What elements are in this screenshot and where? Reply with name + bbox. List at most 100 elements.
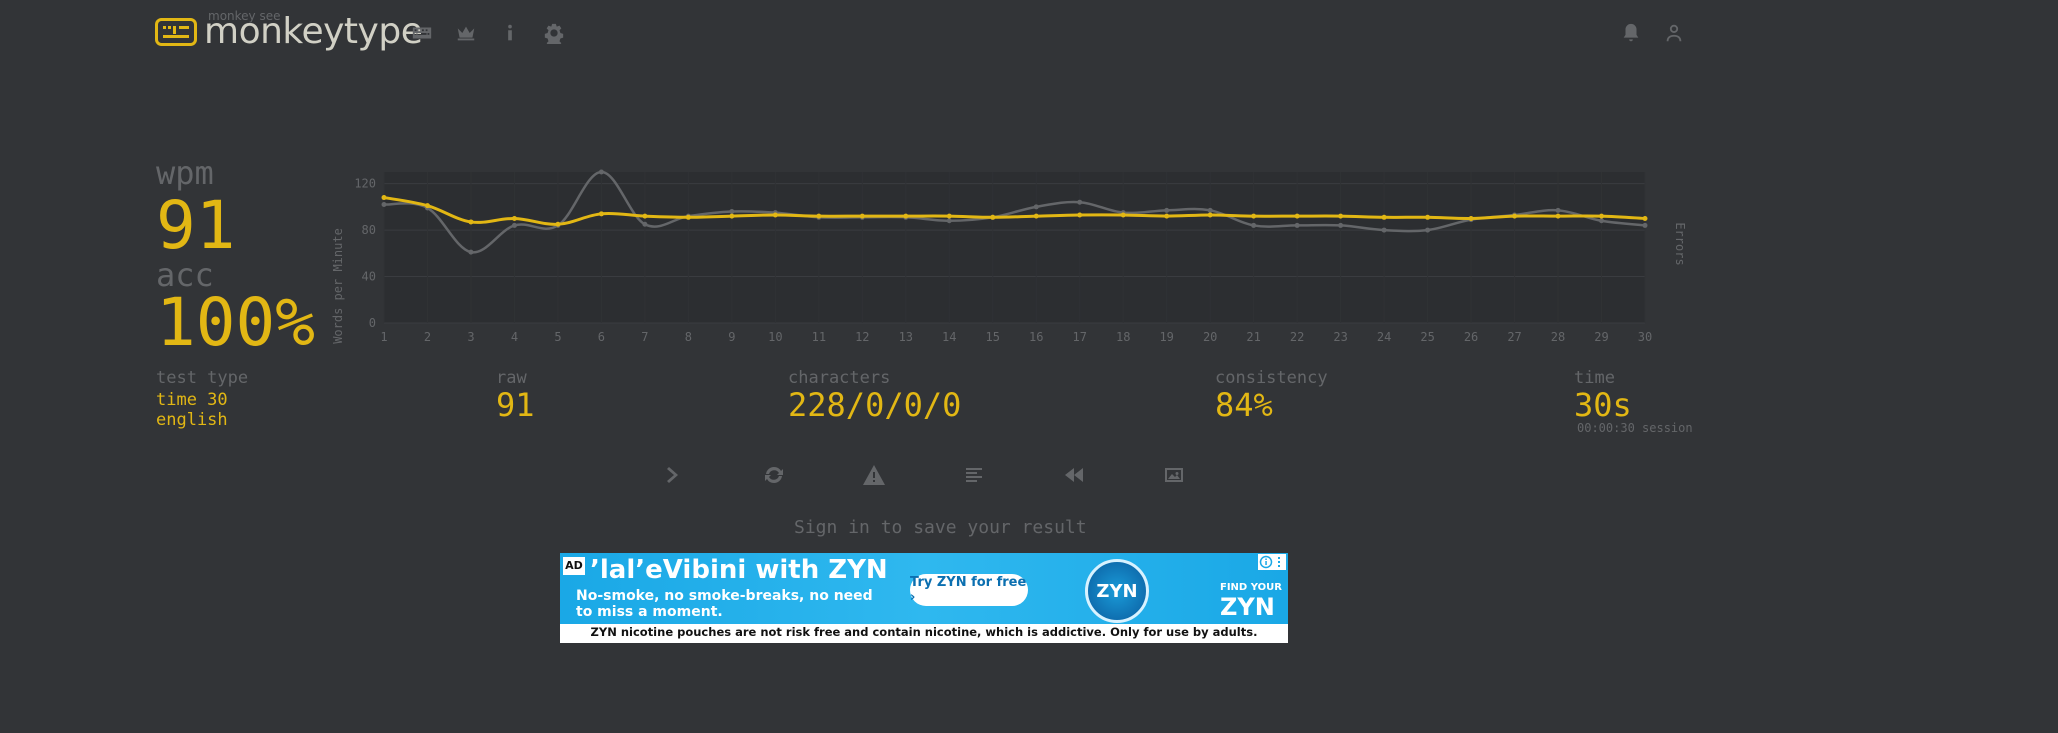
sign-in-prompt[interactable]: Sign in to save your result: [794, 517, 1087, 538]
chart-point-wpm: [903, 213, 909, 219]
chart-y-tick-label: 40: [362, 270, 376, 284]
chart-point-wpm: [1512, 213, 1518, 219]
chart-point-wpm: [468, 219, 474, 225]
chart-x-tick-label: 29: [1594, 330, 1608, 344]
backward-icon: [1065, 468, 1083, 482]
acc-value: 100%: [156, 284, 315, 361]
time-label: time: [1574, 368, 1615, 388]
chart-point-wpm: [946, 213, 952, 219]
chart-point-wpm: [1077, 212, 1083, 218]
chart-point-wpm: [424, 203, 430, 209]
chart-x-tick-label: 8: [685, 330, 692, 344]
raw-value: 91: [496, 386, 535, 424]
settings-gear-icon[interactable]: [543, 22, 565, 48]
chart-point-wpm: [1555, 213, 1561, 219]
chart-point-wpm: [1033, 213, 1039, 219]
chart-x-tick-label: 11: [812, 330, 826, 344]
chart-point-raw: [1207, 207, 1213, 213]
warning-icon: [863, 465, 885, 485]
chart-x-tick-label: 3: [467, 330, 474, 344]
chart-point-raw: [1599, 218, 1605, 224]
keyboard-icon[interactable]: [411, 22, 433, 44]
ad-badge: AD: [563, 557, 585, 575]
screenshot-button[interactable]: [1162, 463, 1186, 487]
chart-point-raw: [946, 218, 952, 224]
chart-x-tick-label: 28: [1551, 330, 1565, 344]
logo-text[interactable]: monkeytype: [204, 11, 423, 52]
align-left-icon: [966, 468, 982, 482]
consistency-value: 84%: [1215, 386, 1273, 424]
chart-x-tick-label: 7: [641, 330, 648, 344]
chart-x-tick-label: 14: [942, 330, 956, 344]
test-type-label: test type: [156, 368, 249, 388]
chart-point-wpm: [1120, 212, 1126, 218]
chart-point-raw: [1555, 207, 1561, 213]
characters-label: characters: [788, 368, 891, 388]
chart-x-tick-label: 5: [554, 330, 561, 344]
account-user-icon[interactable]: [1663, 22, 1685, 44]
chart-point-raw: [511, 222, 517, 228]
chart-point-wpm: [1381, 214, 1387, 220]
chevron-right-icon: [667, 467, 678, 483]
crown-icon[interactable]: [455, 22, 477, 44]
chart-y-tick-label: 80: [362, 223, 376, 237]
chart-point-wpm: [1338, 213, 1344, 219]
chart-point-raw: [1294, 222, 1300, 228]
chart-x-tick-label: 23: [1333, 330, 1347, 344]
ad-find-text: FIND YOUR: [1220, 582, 1282, 593]
ad-banner[interactable]: AD ’lal’eVibini with ZYN No-smoke, no sm…: [560, 553, 1288, 643]
ad-info-icon[interactable]: [1258, 554, 1286, 570]
chart-y-tick-label: 0: [369, 316, 376, 330]
chart-x-tick-label: 17: [1072, 330, 1086, 344]
practice-words-button[interactable]: [862, 463, 886, 487]
chart-point-wpm: [1164, 213, 1170, 219]
chart-y-tick-label: 120: [354, 177, 376, 191]
chart-x-tick-label: 19: [1159, 330, 1173, 344]
logo-icon[interactable]: [155, 18, 197, 46]
chart-x-tick-label: 18: [1116, 330, 1130, 344]
ad-cta-button[interactable]: Try ZYN for free ›: [910, 574, 1028, 606]
info-icon[interactable]: [499, 22, 521, 44]
chart-point-raw: [642, 221, 648, 227]
chart-point-raw: [1033, 204, 1039, 210]
chart-grid: [383, 172, 1646, 324]
chart-point-wpm: [511, 215, 517, 221]
characters-value: 228/0/0/0: [788, 386, 962, 424]
chart-point-wpm: [772, 212, 778, 218]
replay-button[interactable]: [1062, 463, 1086, 487]
chart-y-label: Words per Minute: [331, 228, 345, 344]
chart-point-raw: [1642, 222, 1648, 228]
next-test-button[interactable]: [661, 463, 685, 487]
wpm-label: wpm: [156, 154, 214, 192]
chart-point-wpm: [1468, 215, 1474, 221]
chart-point-wpm: [642, 213, 648, 219]
chart-point-wpm: [598, 211, 604, 217]
ad-brand: ZYN: [1220, 593, 1275, 621]
chart-x-tick-label: 20: [1203, 330, 1217, 344]
chart-point-raw: [468, 249, 474, 255]
chart-x-tick-label: 27: [1507, 330, 1521, 344]
words-history-button[interactable]: [962, 463, 986, 487]
chart-x-tick-label: 4: [511, 330, 518, 344]
chart-point-wpm: [685, 214, 691, 220]
refresh-icon: [765, 466, 783, 484]
chart-point-wpm: [1642, 215, 1648, 221]
session-time: 00:00:30 session: [1577, 421, 1693, 435]
notifications-bell-icon[interactable]: [1620, 22, 1642, 44]
logo-subtitle: monkey see: [208, 9, 281, 23]
repeat-test-button[interactable]: [762, 463, 786, 487]
chart-x-tick-label: 16: [1029, 330, 1043, 344]
chart-x-tick-label: 26: [1464, 330, 1478, 344]
ad-product-can: ZYN: [1085, 559, 1149, 623]
ad-creative[interactable]: AD ’lal’eVibini with ZYN No-smoke, no sm…: [560, 553, 1288, 624]
chart-point-raw: [1425, 227, 1431, 233]
test-type-language: english: [156, 410, 228, 430]
image-icon: [1165, 468, 1183, 482]
chart-x-tick-label: 6: [598, 330, 605, 344]
chart-point-raw: [1077, 199, 1083, 205]
chart-x-tick-label: 10: [768, 330, 782, 344]
chart-plot-area: [384, 172, 1645, 323]
chart-x-tick-label: 2: [424, 330, 431, 344]
chart-point-wpm: [729, 213, 735, 219]
time-value: 30s: [1574, 386, 1632, 424]
